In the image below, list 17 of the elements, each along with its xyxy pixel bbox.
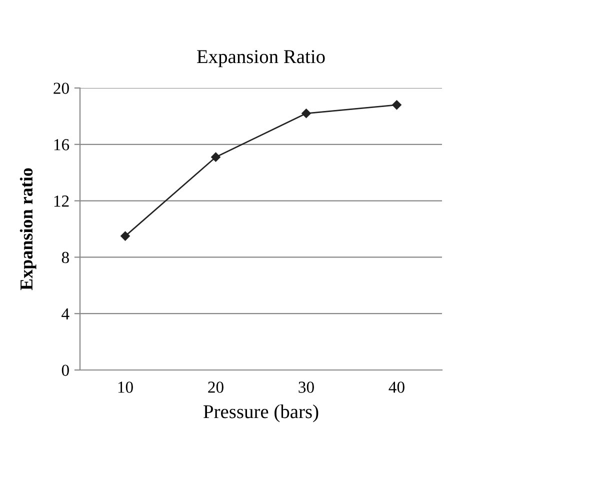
x-tick-label: 20	[208, 382, 224, 393]
y-tick-label: 16	[54, 139, 70, 150]
y-tick-label: 0	[62, 364, 69, 376]
y-tick-label: 4	[62, 308, 70, 320]
x-tick-label: 10	[118, 382, 133, 393]
point	[302, 108, 311, 118]
point	[211, 152, 220, 162]
point	[392, 100, 402, 110]
x-tick-label: 30	[298, 382, 314, 393]
y-tick-label: 20	[54, 82, 69, 94]
x-axis-title: Pressure (bars)	[204, 404, 318, 422]
x-tick-label: 40	[388, 382, 404, 393]
y-axis-title: Expansion ratio	[20, 168, 36, 290]
point	[120, 231, 130, 241]
chart-title: Expansion Ratio	[197, 50, 325, 68]
y-tick-label: 12	[54, 196, 69, 207]
y-tick-label: 8	[62, 252, 69, 264]
